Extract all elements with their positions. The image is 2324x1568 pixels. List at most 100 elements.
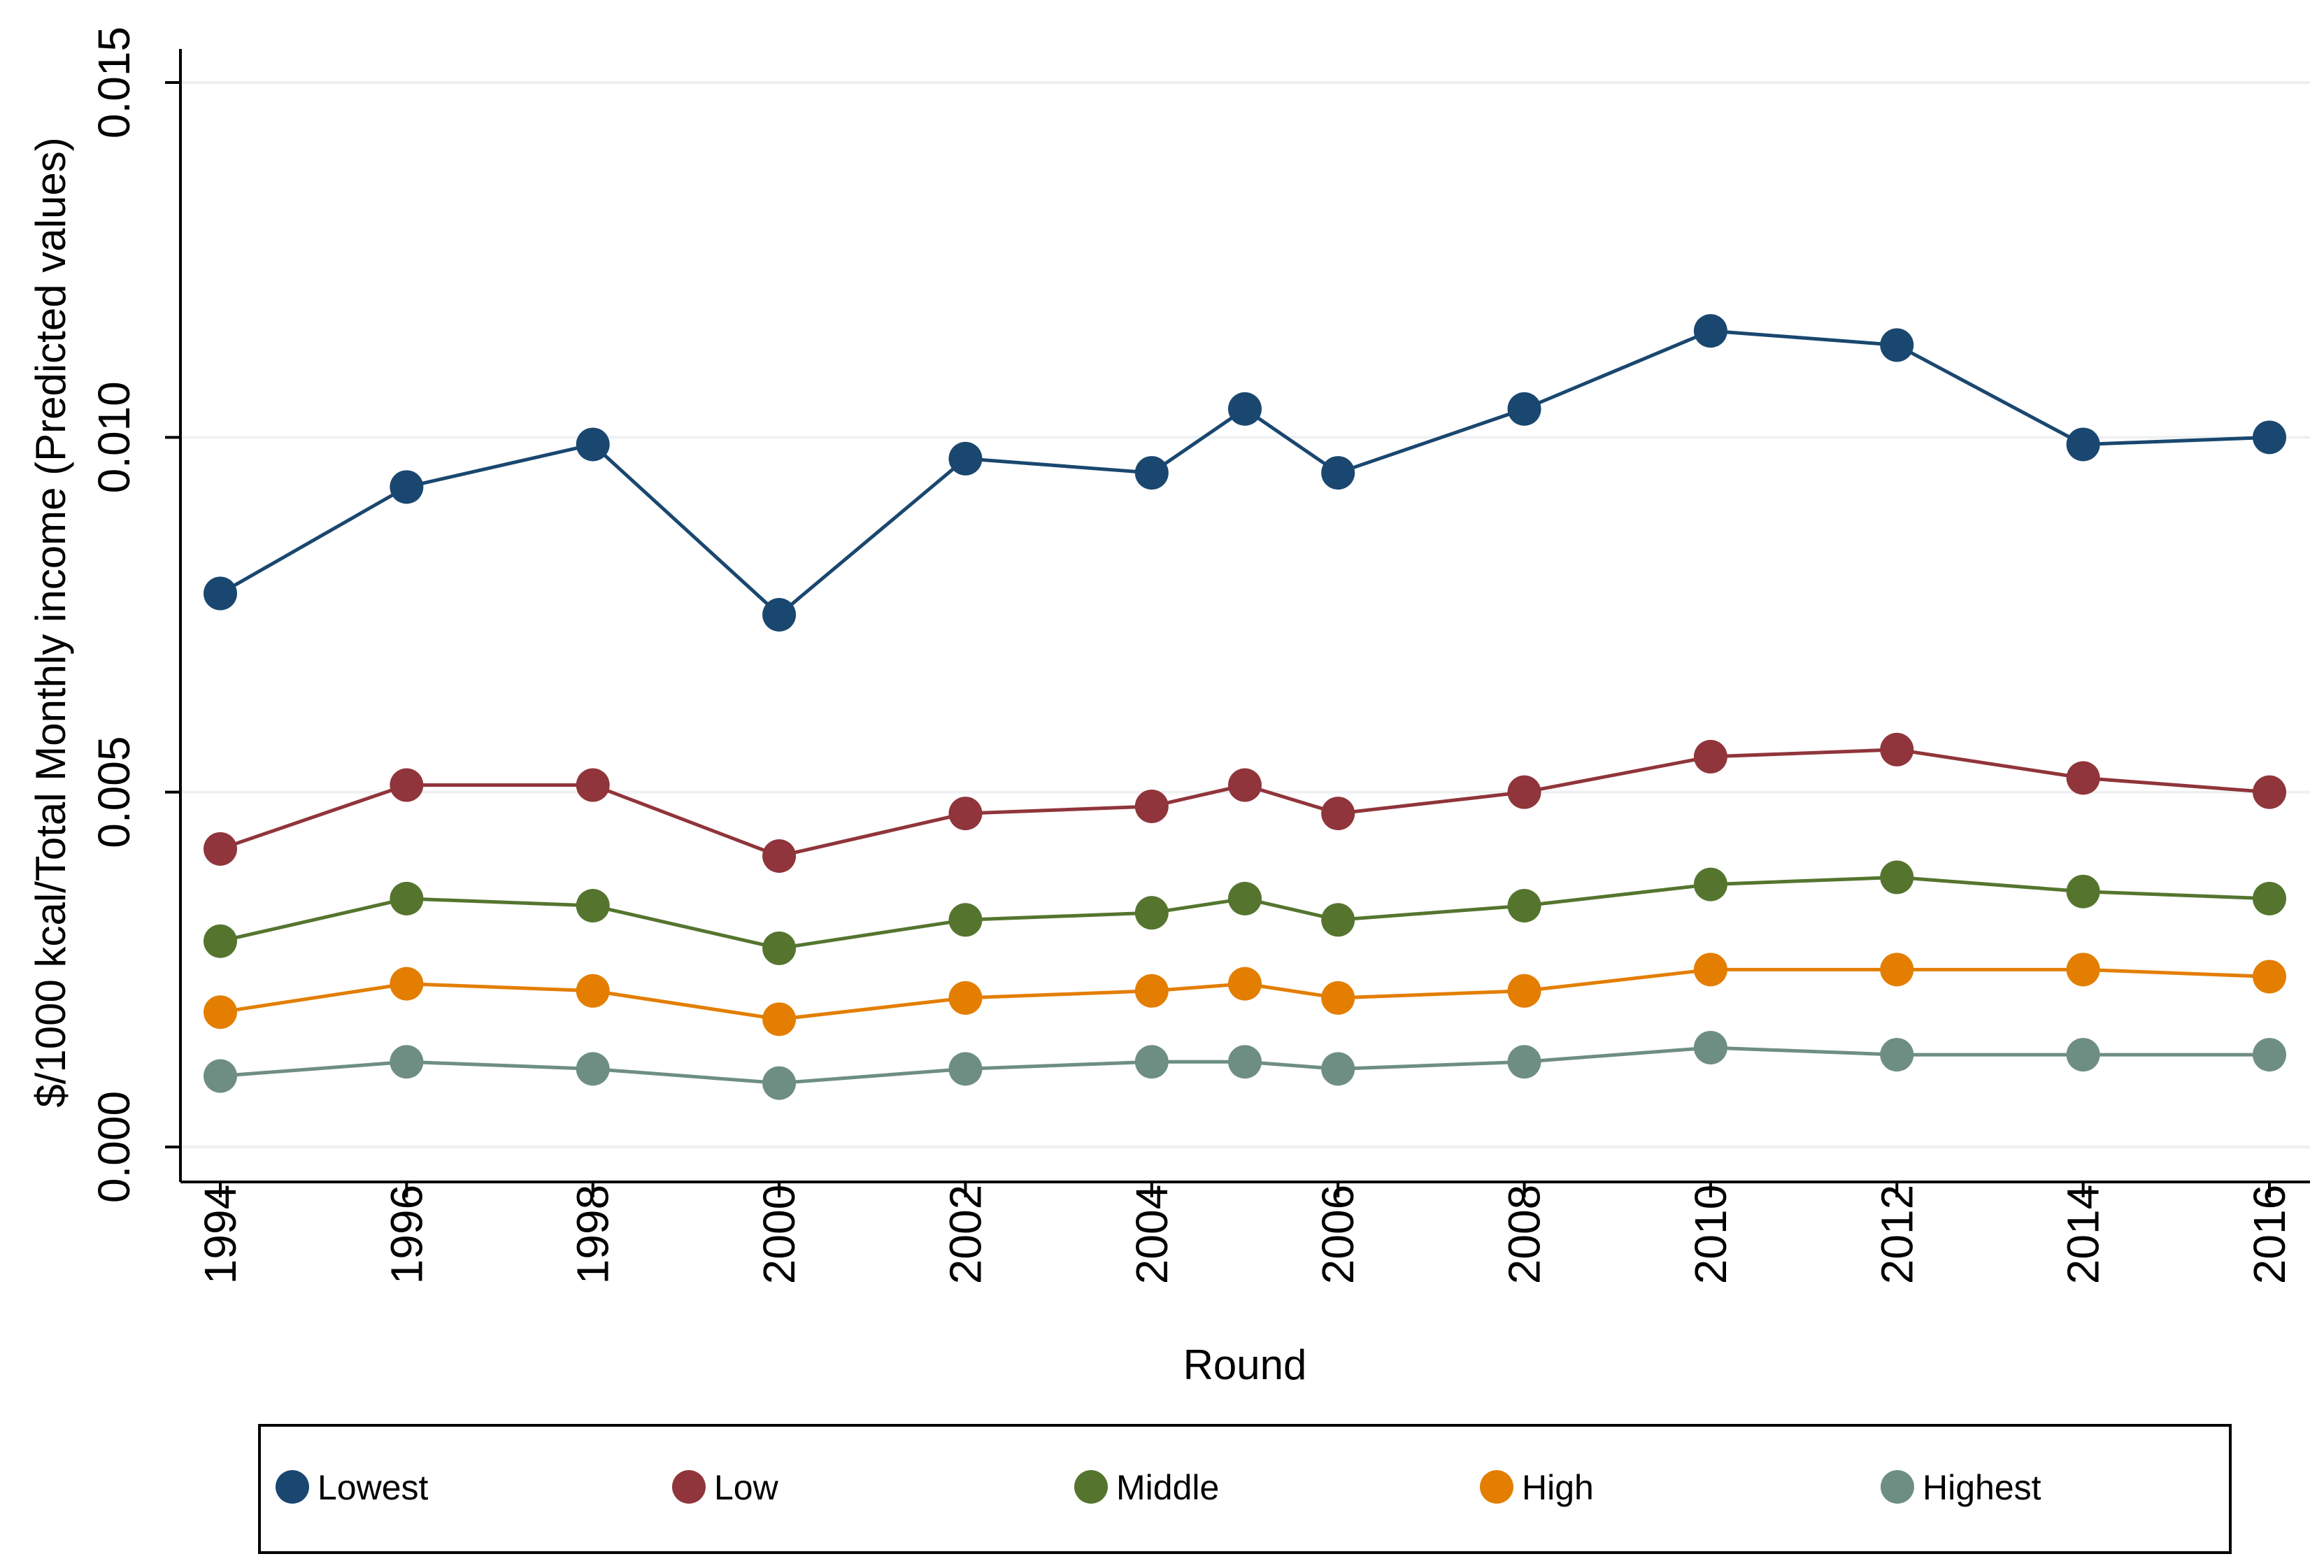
data-point-highest [1507,1045,1541,1079]
data-point-highest [576,1052,610,1086]
legend-label-low: Low [714,1468,779,1507]
y-tick-label: 0.005 [89,736,139,848]
data-point-lowest [1228,392,1262,426]
data-point-lowest [204,576,237,611]
data-point-high [1507,974,1541,1008]
data-point-lowest [1880,328,1914,362]
y-axis-title: $/1000 kcal/Total Monthly income (Predic… [27,137,74,1107]
data-point-highest [1228,1045,1262,1079]
series-low [204,732,2286,873]
data-point-lowest [1507,392,1541,426]
data-point-middle [1228,881,1262,915]
series-highest [204,1030,2286,1100]
data-point-high [576,974,610,1008]
x-tick-label: 2014 [2058,1185,2109,1284]
legend: Lowest Low Middle High Highest [258,1424,2232,1554]
y-tick-label: 0.015 [89,27,139,138]
x-tick-label: 2004 [1127,1185,1177,1284]
data-point-highest [2253,1038,2286,1072]
x-tick-label: 2000 [754,1185,804,1284]
x-tick-label: 2006 [1313,1185,1363,1284]
y-tick-label: 0.000 [89,1091,139,1203]
data-point-high [1134,974,1169,1008]
data-point-lowest [762,598,797,632]
data-point-middle [1693,867,1727,901]
axes: 0.000 0.005 0.010 0.015 1994 1996 1998 2000 2002… [27,27,2310,1388]
series-lowest [204,314,2286,632]
series-high [204,953,2286,1036]
data-point-high [390,967,424,1001]
data-point-high [2066,953,2100,987]
data-point-low [204,832,237,866]
data-point-middle [204,924,237,958]
data-point-highest [390,1045,424,1079]
legend-label-middle: Middle [1116,1468,1219,1507]
data-point-highest [1880,1038,1914,1072]
data-point-high [1228,967,1262,1001]
data-point-low [390,768,424,802]
data-point-highest [1693,1030,1727,1064]
gridlines [180,81,2310,1148]
data-point-high [1321,981,1355,1015]
data-point-lowest [1321,456,1355,490]
data-point-low [1134,789,1169,823]
x-tick-label: 2016 [2244,1185,2295,1284]
x-tick-label: 2012 [1872,1185,1922,1284]
legend-marker-middle [1074,1470,1108,1504]
data-point-highest [1321,1052,1355,1086]
data-point-lowest [1693,314,1727,348]
data-point-middle [390,881,424,915]
x-tick-label: 2008 [1499,1185,1550,1284]
x-axis-title: Round [1183,1341,1307,1388]
data-point-high [1693,953,1727,987]
data-point-middle [1134,896,1169,930]
x-tick-label: 2010 [1685,1185,1736,1284]
data-point-middle [948,903,983,937]
x-tick-label: 2002 [940,1185,990,1284]
data-point-low [1228,768,1262,802]
data-point-middle [1321,903,1355,937]
data-point-highest [2066,1038,2100,1072]
data-point-middle [2066,874,2100,908]
data-point-high [2253,960,2286,994]
data-point-low [576,768,610,802]
data-point-high [762,1002,797,1036]
x-tick-label: 1994 [195,1185,245,1284]
data-point-highest [762,1066,797,1100]
legend-label-lowest: Lowest [318,1468,429,1507]
data-point-lowest [948,441,983,476]
data-point-lowest [1134,456,1169,490]
data-point-highest [204,1059,237,1093]
data-point-low [948,797,983,831]
data-point-middle [1880,860,1914,895]
data-point-low [2066,761,2100,795]
legend-marker-highest [1881,1470,1914,1504]
data-point-middle [576,889,610,923]
data-point-low [1507,775,1541,809]
x-tick-label: 1998 [568,1185,618,1284]
data-point-low [1321,797,1355,831]
data-point-low [1880,732,1914,767]
series-middle [204,860,2286,965]
data-point-highest [1134,1045,1169,1079]
series-line-lowest [219,329,2270,617]
legend-label-highest: Highest [1923,1468,2041,1507]
legend-marker-high [1480,1470,1513,1504]
legend-marker-low [672,1470,706,1504]
data-point-low [762,839,797,873]
data-point-lowest [390,470,424,504]
data-point-lowest [2253,420,2286,455]
data-point-low [1693,739,1727,774]
data-point-middle [2253,881,2286,915]
data-point-high [948,981,983,1015]
data-point-lowest [2066,427,2100,462]
legend-label-high: High [1522,1468,1594,1507]
x-tick-label: 1996 [381,1185,432,1284]
series-line-low [220,748,2270,858]
data-point-middle [1507,889,1541,923]
data-point-highest [948,1052,983,1086]
series-layer [204,314,2286,1100]
data-point-high [1880,953,1914,987]
